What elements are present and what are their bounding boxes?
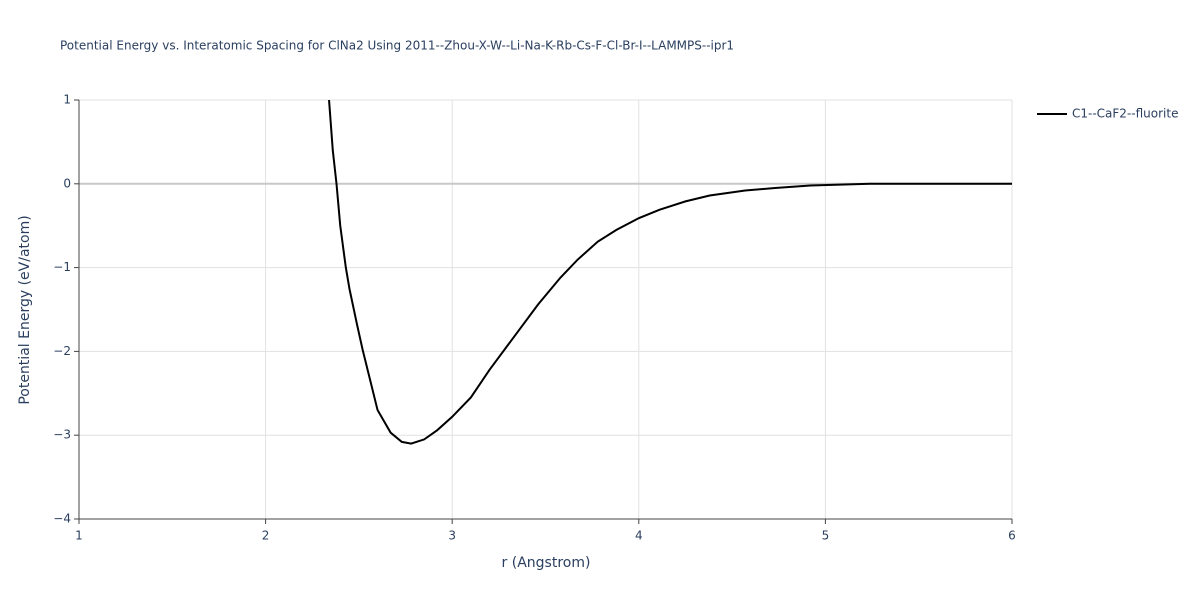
x-axis-label: r (Angstrom) — [502, 555, 591, 571]
chart-title: Potential Energy vs. Interatomic Spacing… — [60, 39, 734, 53]
x-tick-label: 6 — [1008, 529, 1016, 543]
legend-label: C1--CaF2--fluorite — [1072, 107, 1178, 121]
y-tick-label: 0 — [63, 176, 71, 190]
x-tick-label: 3 — [448, 529, 456, 543]
y-tick-label: −3 — [53, 428, 71, 442]
x-tick-label: 4 — [635, 529, 643, 543]
x-tick-label: 5 — [822, 529, 830, 543]
y-tick-label: −4 — [53, 512, 71, 526]
y-tick-label: 1 — [63, 93, 71, 107]
y-tick-label: −2 — [53, 344, 71, 358]
y-axis-label: Potential Energy (eV/atom) — [17, 215, 33, 404]
series-line — [328, 100, 1012, 445]
x-tick-label: 2 — [262, 529, 270, 543]
x-tick-label: 1 — [75, 529, 83, 543]
y-tick-label: −1 — [53, 260, 71, 274]
